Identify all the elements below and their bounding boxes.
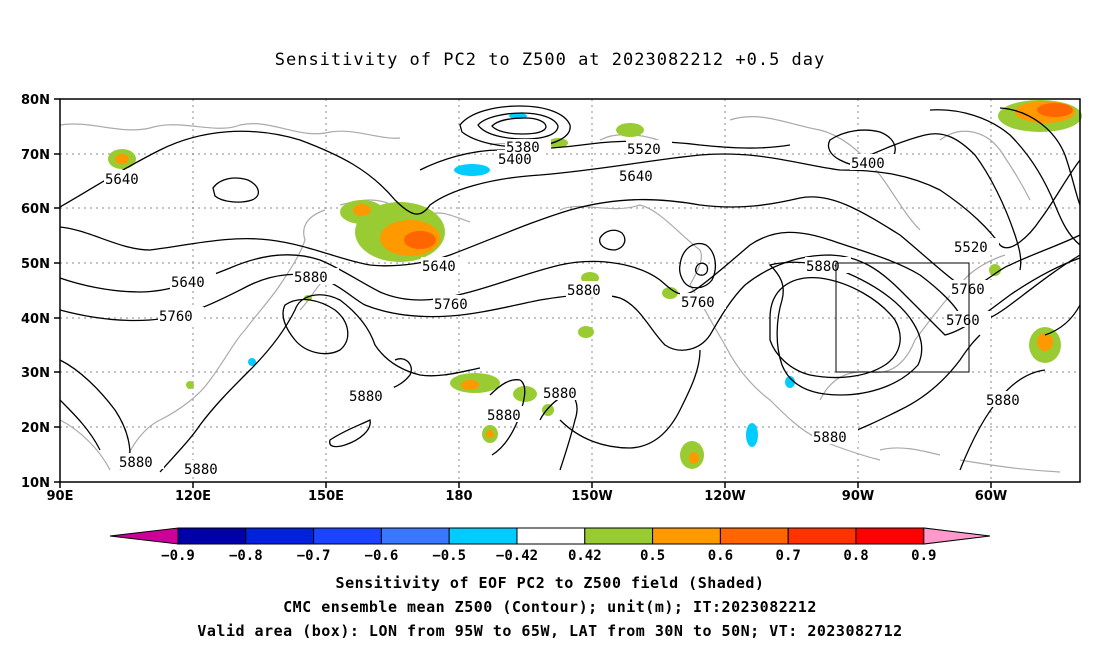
contour-label: 5760 [159, 309, 193, 325]
contour-label: 5880 [806, 259, 840, 275]
contour-label: 5760 [951, 282, 985, 298]
colorbar-upper-triangle [923, 527, 991, 545]
contour-label: 5520 [627, 142, 661, 158]
contour-label: 5880 [543, 386, 577, 402]
lat-tick-label: 80N [21, 93, 50, 108]
contour-label: 5880 [294, 270, 328, 286]
contour-label: 5880 [813, 430, 847, 446]
lon-tick-label: 150W [571, 489, 612, 504]
contour-label: 5640 [422, 259, 456, 275]
contour-label: 5640 [105, 172, 139, 188]
lat-tick-label: 70N [21, 148, 50, 163]
contour-label: 5880 [986, 393, 1020, 409]
contour-labels: 5640 5880 5880 5880 5880 5880 5880 5880 … [104, 139, 1031, 478]
colorbar-swatch [652, 527, 721, 545]
colorbar-label: −0.7 [297, 548, 331, 564]
colorbar-swatch [516, 527, 586, 545]
colorbar-label: 0.6 [708, 548, 733, 564]
contour-label: 5400 [498, 152, 532, 168]
longitude-labels: 90E 120E 150E 180 150W 120W 90W 60W [47, 489, 1008, 504]
contour-label: 5880 [349, 389, 383, 405]
colorbar-label: 0.9 [911, 548, 936, 564]
caption-valid-area: Valid area (box): LON from 95W to 65W, L… [197, 622, 903, 640]
lat-tick-label: 60N [21, 202, 50, 217]
contour-label: 5760 [681, 295, 715, 311]
colorbar-label: −0.9 [161, 548, 195, 564]
contour-label: 5880 [119, 455, 153, 471]
lat-tick-label: 50N [21, 257, 50, 272]
colorbar-swatch [313, 527, 382, 545]
lat-tick-label: 40N [21, 312, 50, 327]
colorbar-swatch [719, 527, 789, 545]
colorbar-swatch [855, 527, 925, 545]
caption-contour: CMC ensemble mean Z500 (Contour); unit(m… [283, 598, 817, 616]
caption-shading: Sensitivity of EOF PC2 to Z500 field (Sh… [335, 574, 765, 592]
colorbar-label: −0.5 [432, 548, 466, 564]
latitude-labels: 80N 70N 60N 50N 40N 30N 20N 10N [21, 93, 50, 491]
colorbar-label: 0.5 [640, 548, 665, 564]
lon-tick-label: 150E [308, 489, 344, 504]
colorbar-label: −0.42 [496, 548, 538, 564]
colorbar-swatch [177, 527, 247, 545]
lon-tick-label: 120W [704, 489, 745, 504]
map-frame [59, 98, 1081, 483]
colorbar-swatch [584, 527, 654, 545]
colorbar-swatch [380, 527, 450, 545]
colorbar-swatch [787, 527, 857, 545]
map-title: Sensitivity of PC2 to Z500 at 2023082212… [274, 50, 826, 70]
contour-label: 5380 [506, 140, 540, 156]
lon-tick-label: 90E [47, 489, 74, 504]
contour-label: 5520 [954, 240, 988, 256]
valid-area-box [835, 262, 970, 373]
colorbar-lower-triangle [109, 527, 179, 545]
contour-label: 5640 [619, 169, 653, 185]
contour-label: 5400 [851, 156, 885, 172]
lon-tick-label: 60W [975, 489, 1007, 504]
contour-label: 5880 [487, 408, 521, 424]
contour-label: 5640 [171, 275, 205, 291]
contour-label: 5880 [567, 283, 601, 299]
lat-tick-label: 30N [21, 366, 50, 381]
colorbar-label: −0.6 [365, 548, 399, 564]
contour-label: 5880 [184, 462, 218, 478]
colorbar-swatch [448, 527, 518, 545]
colorbar-label: 0.42 [568, 548, 602, 564]
colorbar: −0.9 −0.8 −0.7 −0.6 −0.5 −0.42 0.42 0.5 0.6 0.7 0.… [109, 527, 991, 564]
colorbar-label: 0.7 [776, 548, 801, 564]
contour-label: 5760 [434, 297, 468, 313]
lon-tick-label: 120E [175, 489, 211, 504]
lon-tick-label: 90W [842, 489, 874, 504]
sensitivity-shading [108, 100, 1082, 469]
lon-tick-label: 180 [445, 489, 472, 504]
colorbar-label: −0.8 [229, 548, 263, 564]
colorbar-swatch [245, 527, 315, 545]
colorbar-label: 0.8 [843, 548, 868, 564]
tick-marks [54, 98, 992, 488]
contour-label: 5760 [946, 313, 980, 329]
lat-tick-label: 10N [21, 476, 50, 491]
lat-tick-label: 20N [21, 421, 50, 436]
